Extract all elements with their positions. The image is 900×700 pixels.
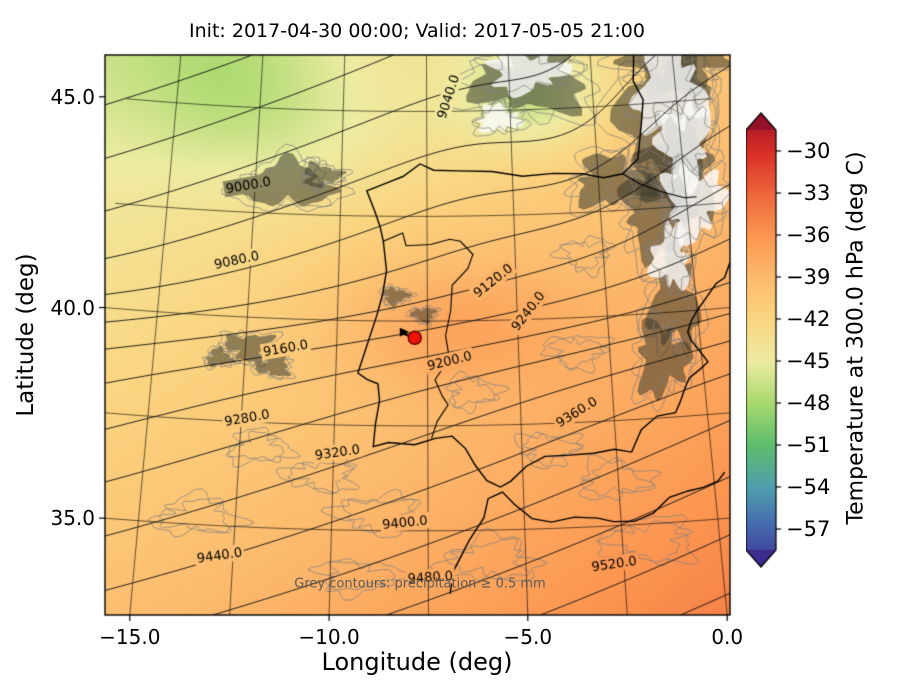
colorbar-tick-label: −33 xyxy=(786,181,831,205)
y-axis-label: Latitude (deg) xyxy=(13,253,39,417)
colorbar-tick-label: −39 xyxy=(786,265,831,289)
colorbar-tick-label: −48 xyxy=(786,391,831,415)
colorbar-tick-label: −42 xyxy=(786,307,831,331)
x-tick-label: −10.0 xyxy=(298,625,360,649)
colorbar-label: Temperature at 300.0 hPa (deg C) xyxy=(843,151,869,525)
y-tick-label: 40.0 xyxy=(50,295,95,320)
x-axis-label: Longitude (deg) xyxy=(321,648,513,676)
chart-title: Init: 2017-04-30 00:00; Valid: 2017-05-0… xyxy=(189,20,645,42)
colorbar-tick-label: −36 xyxy=(786,223,831,247)
colorbar-tick-label: −51 xyxy=(786,433,831,457)
colorbar-tick-label: −54 xyxy=(786,475,831,499)
map-plot xyxy=(95,45,740,625)
x-tick-label: −15.0 xyxy=(99,625,161,649)
colorbar xyxy=(746,112,784,568)
colorbar-tick-label: −30 xyxy=(786,139,831,163)
x-tick-label: −5.0 xyxy=(503,625,553,649)
colorbar-tick-label: −57 xyxy=(786,517,831,541)
precip-note: Grey contours: precipitation ≥ 0.5 mm xyxy=(294,576,546,592)
colorbar-tick-label: −45 xyxy=(786,349,831,373)
x-tick-label: 0.0 xyxy=(711,625,744,649)
y-tick-label: 45.0 xyxy=(50,84,95,109)
y-tick-label: 35.0 xyxy=(50,506,95,531)
